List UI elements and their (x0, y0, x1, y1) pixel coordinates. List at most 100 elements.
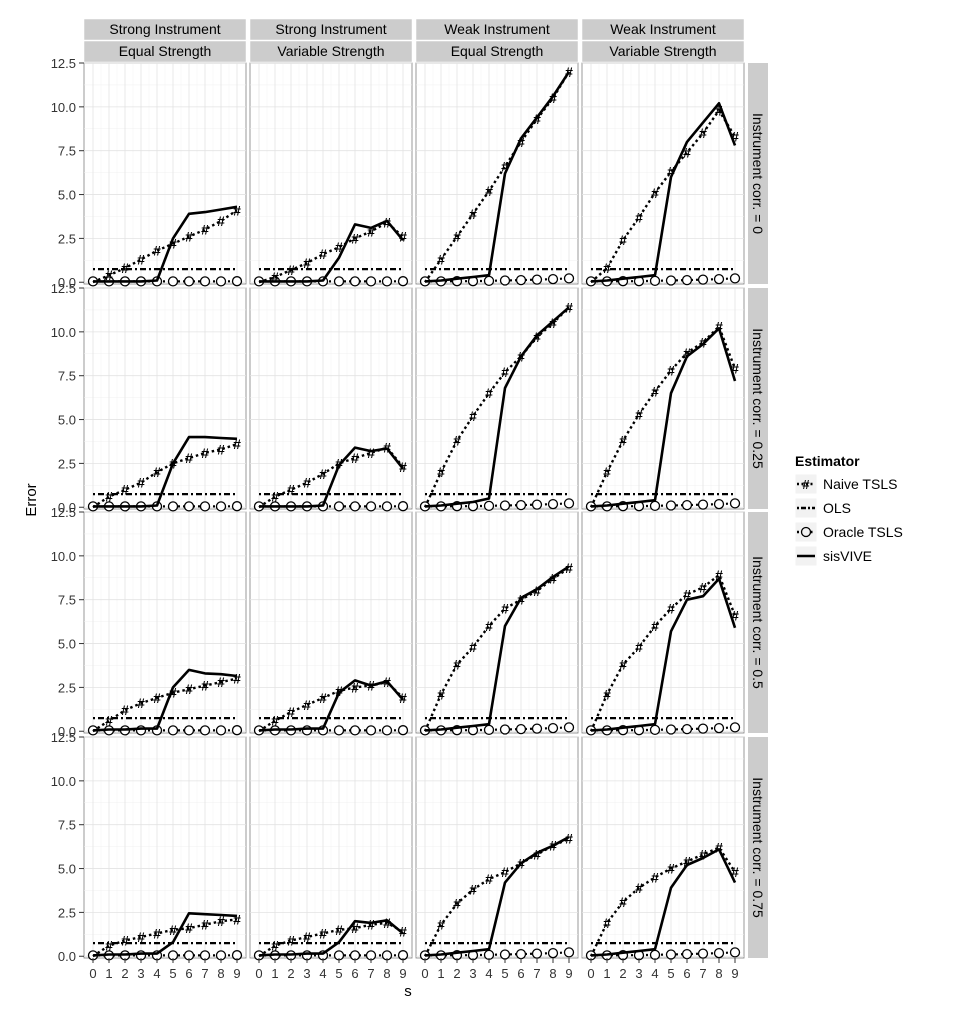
x-tick-label: 8 (715, 966, 722, 981)
legend: Estimator # Naive TSLS OLS Oracle TSLS sisVI… (794, 453, 903, 567)
naive-tsls-point: # (619, 433, 627, 449)
sisvive-line (258, 918, 404, 957)
naive-tsls-point: # (185, 681, 193, 697)
x-tick-label: 1 (271, 966, 278, 981)
oracle-tsls-point (231, 501, 243, 512)
naive-tsls-point: # (217, 913, 225, 929)
oracle-tsls-point (231, 725, 243, 736)
row-strip-box (748, 288, 768, 509)
sisvive-line (424, 835, 570, 957)
x-tick-label: 0 (89, 966, 96, 981)
sisvive-line (590, 326, 737, 508)
x-tick-label: 2 (453, 966, 460, 981)
naive-tsls-point: # (153, 925, 161, 941)
y-tick-label: 12.5 (51, 281, 76, 296)
x-tick-label: 5 (335, 966, 342, 981)
x-tick-label: 3 (137, 966, 144, 981)
oracle-tsls-line (591, 951, 736, 957)
facet-panel: ######### (415, 511, 579, 736)
x-tick-label: 7 (699, 966, 706, 981)
oracle-tsls-point (547, 498, 559, 510)
naive-tsls-point: # (271, 489, 279, 505)
oracle-tsls-point (499, 724, 511, 735)
naive-tsls-point: # (501, 864, 509, 880)
x-tick-label: 7 (367, 966, 374, 981)
naive-tsls-point: # (217, 441, 225, 457)
oracle-tsls-point (547, 722, 559, 734)
oracle-tsls-point (681, 948, 693, 960)
naive-tsls-point: # (153, 690, 161, 706)
naive-tsls-point: # (383, 915, 391, 931)
naive-tsls-point: # (651, 185, 659, 201)
oracle-tsls-point (135, 725, 147, 736)
y-tick-label: 5.0 (58, 188, 76, 203)
naive-tsls-point: # (603, 686, 611, 702)
naive-tsls-point: # (201, 445, 209, 461)
naive-tsls-point: # (715, 319, 723, 335)
naive-tsls-point: # (335, 922, 343, 938)
naive-tsls-line (258, 680, 404, 733)
facet-panel: ######### (83, 62, 247, 287)
naive-tsls-line (258, 221, 404, 284)
oracle-tsls-point (665, 724, 677, 735)
naive-tsls-point: # (233, 911, 241, 927)
naive-tsls-point: # (453, 896, 461, 912)
x-tick-label: 6 (683, 966, 690, 981)
naive-tsls-point: # (217, 674, 225, 690)
legend-title: Estimator (795, 453, 860, 469)
oracle-tsls-point (365, 276, 377, 287)
y-tick-label: 7.5 (58, 593, 76, 608)
oracle-tsls-point (563, 947, 575, 958)
oracle-tsls-point (531, 723, 543, 734)
facet-panel: ######### (83, 287, 247, 512)
x-tick-label: 9 (233, 966, 240, 981)
column-strip-box (415, 40, 579, 63)
x-tick-label: 8 (217, 966, 224, 981)
naive-tsls-point: # (715, 102, 723, 118)
facet-panel: ######### (83, 511, 247, 736)
sisvive-line (258, 679, 404, 732)
naive-tsls-point: # (121, 702, 129, 718)
naive-tsls-point: # (185, 450, 193, 466)
naive-tsls-point: # (303, 929, 311, 945)
sisvive-line (424, 565, 570, 732)
oracle-tsls-point (665, 275, 677, 286)
y-tick-label: 5.0 (58, 413, 76, 428)
naive-tsls-line (423, 306, 570, 508)
naive-tsls-point: # (501, 364, 509, 380)
legend-label: Naive TSLS (823, 476, 897, 492)
naive-tsls-line (589, 573, 737, 732)
naive-tsls-point: # (287, 932, 295, 948)
x-tick-label: 2 (121, 966, 128, 981)
oracle-tsls-point (649, 500, 661, 511)
naive-tsls-point: # (699, 579, 707, 595)
naive-tsls-point: # (367, 445, 375, 461)
oracle-tsls-point (713, 947, 725, 959)
oracle-tsls-line (591, 277, 736, 283)
legend-entry: Oracle TSLS (794, 521, 903, 543)
naive-tsls-point: # (731, 129, 739, 145)
column-strip-box (415, 18, 579, 41)
sisvive-line (259, 446, 405, 508)
naive-tsls-point: # (233, 436, 241, 452)
naive-tsls-point: # (683, 586, 691, 602)
panels-layer: # ### # # #### # ## ## ###################### # ##… (83, 62, 745, 961)
oracle-tsls-point (697, 274, 709, 285)
naive-tsls-point: # (731, 361, 739, 377)
naive-tsls-point: # (201, 678, 209, 694)
naive-tsls-point: # (453, 657, 461, 673)
y-tick-label: 7.5 (58, 369, 76, 384)
column-strip-box (249, 40, 413, 63)
y-tick-label: 10.0 (51, 549, 76, 564)
oracle-tsls-line (425, 951, 570, 957)
oracle-tsls-point (333, 725, 345, 736)
x-tick-label: 1 (105, 966, 112, 981)
sisvive-line (590, 577, 737, 732)
legend-entry: OLS (794, 497, 851, 519)
naive-tsls-point: # (399, 924, 407, 940)
naive-tsls-point: # (351, 920, 359, 936)
naive-tsls-point: # (153, 464, 161, 480)
legend-entry: sisVIVE (794, 545, 872, 567)
sisvive-line (424, 306, 570, 508)
naive-tsls-point: # (651, 618, 659, 634)
